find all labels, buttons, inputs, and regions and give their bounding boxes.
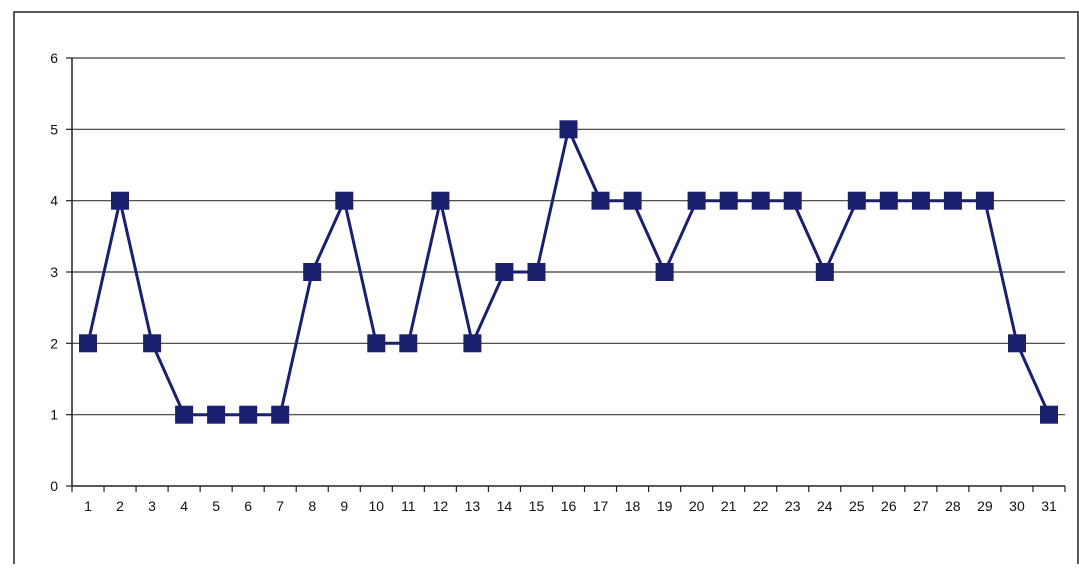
data-point-5 (207, 405, 226, 424)
x-tick-label: 6 (244, 498, 252, 514)
x-tick-label: 29 (977, 498, 993, 514)
x-tick-label: 10 (369, 498, 385, 514)
x-tick-label: 21 (721, 498, 737, 514)
data-point-1 (79, 334, 97, 353)
x-tick-label: 3 (148, 498, 156, 514)
x-tick-label: 17 (593, 498, 609, 514)
data-point-13 (463, 334, 482, 353)
x-tick-label: 19 (657, 498, 673, 514)
x-tick-label: 13 (465, 498, 481, 514)
data-point-26 (879, 191, 898, 210)
x-tick-label: 11 (401, 498, 416, 514)
data-point-14 (495, 263, 514, 281)
data-point-17 (591, 191, 610, 210)
data-point-10 (367, 334, 386, 353)
x-tick-label: 23 (785, 498, 801, 514)
data-point-12 (431, 191, 450, 210)
data-point-24 (815, 263, 834, 281)
data-point-22 (751, 191, 770, 210)
x-tick-label: 5 (212, 498, 220, 514)
x-tick-label: 20 (689, 498, 705, 514)
y-tick-label: 2 (50, 335, 58, 351)
y-tick-label: 5 (50, 121, 58, 137)
x-tick-label: 14 (497, 498, 513, 514)
x-tick-label: 31 (1041, 498, 1057, 514)
x-tick-label: 8 (308, 498, 316, 514)
y-tick-label: 3 (50, 264, 58, 280)
x-tick-label: 24 (817, 498, 833, 514)
data-point-20 (687, 191, 706, 210)
x-tick-label: 28 (945, 498, 961, 514)
y-tick-label: 0 (50, 478, 58, 494)
data-point-31 (1040, 405, 1058, 424)
y-tick-label: 4 (50, 193, 58, 209)
data-point-15 (527, 263, 546, 281)
data-point-27 (911, 191, 930, 210)
x-tick-label: 30 (1009, 498, 1025, 514)
data-point-19 (655, 263, 674, 281)
x-tick-label: 15 (529, 498, 545, 514)
data-point-29 (975, 191, 994, 210)
data-point-28 (943, 191, 962, 210)
x-tick-label: 1 (84, 498, 92, 514)
data-point-8 (303, 263, 322, 281)
x-tick-label: 12 (433, 498, 449, 514)
x-tick-label: 22 (753, 498, 769, 514)
data-point-3 (143, 334, 162, 353)
x-tick-label: 9 (340, 498, 348, 514)
data-point-16 (559, 120, 578, 139)
x-tick-label: 7 (276, 498, 284, 514)
y-tick-label: 1 (50, 407, 58, 423)
y-tick-label: 6 (50, 50, 58, 66)
x-tick-label: 27 (913, 498, 929, 514)
x-tick-label: 16 (561, 498, 577, 514)
x-tick-label: 26 (881, 498, 897, 514)
data-point-7 (271, 405, 290, 424)
data-point-4 (175, 405, 194, 424)
data-point-9 (335, 191, 354, 210)
x-tick-label: 18 (625, 498, 641, 514)
chart-frame (13, 11, 1079, 569)
data-point-25 (847, 191, 866, 210)
x-tick-label: 4 (180, 498, 188, 514)
data-point-18 (623, 191, 642, 210)
x-tick-label: 2 (116, 498, 124, 514)
data-point-6 (239, 405, 258, 424)
data-points (79, 120, 1058, 424)
data-point-30 (1008, 334, 1026, 353)
data-point-21 (719, 191, 738, 210)
data-point-23 (783, 191, 802, 210)
x-tick-label: 25 (849, 498, 865, 514)
data-point-11 (399, 334, 418, 353)
data-point-2 (111, 191, 129, 210)
